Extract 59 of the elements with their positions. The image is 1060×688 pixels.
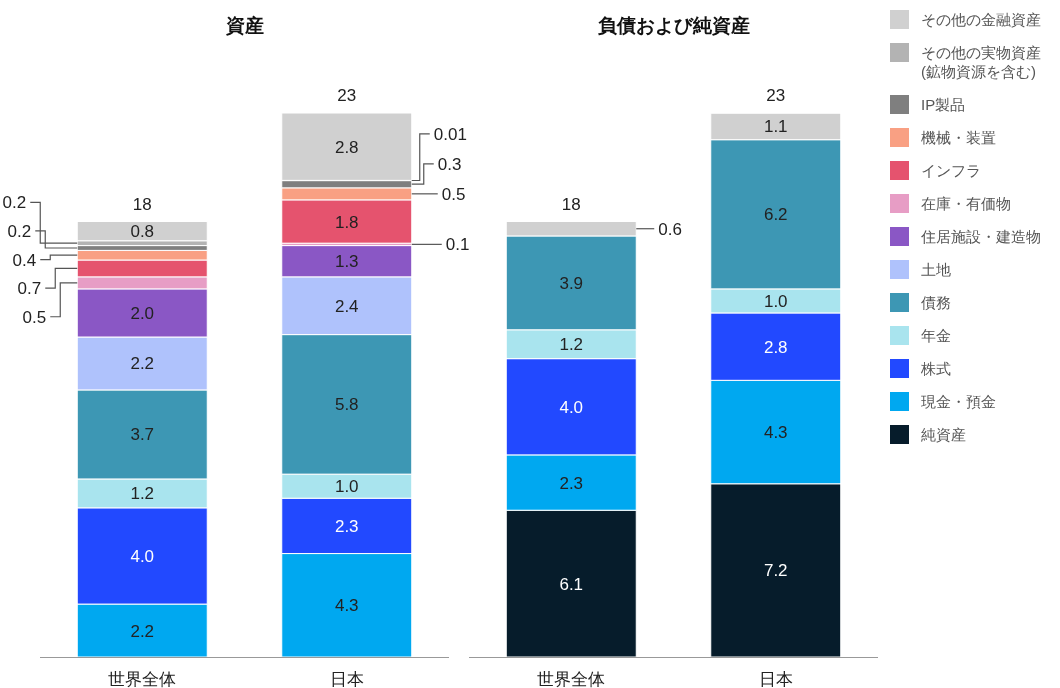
legend-label: 債務 (921, 294, 951, 311)
data-label: 7.2 (763, 561, 788, 581)
data-label: 1.2 (130, 484, 155, 504)
data-label: 0.5 (22, 307, 47, 327)
data-label: 1.1 (763, 117, 788, 137)
legend-label: 株式 (920, 360, 951, 377)
legend-label: その他の実物資産 (鉱物資源を含む) (921, 44, 1041, 80)
data-label: 0.4 (12, 250, 37, 270)
data-label: 3.7 (130, 425, 155, 445)
legend-label: 機械・装置 (921, 129, 996, 146)
chart-title: 資産 (224, 15, 264, 36)
data-label: 0.7 (17, 279, 42, 299)
data-label: 2.3 (559, 473, 584, 493)
data-label: 2.2 (130, 621, 155, 641)
data-label: 0.6 (658, 219, 682, 239)
total-label: 23 (766, 86, 786, 106)
data-label: 2.4 (334, 296, 359, 316)
data-label: 2.0 (130, 303, 155, 323)
legend-label: 年金 (921, 327, 951, 344)
data-label: 2.2 (130, 354, 155, 374)
data-label: 1.3 (334, 252, 359, 272)
data-label: 6.1 (559, 574, 584, 594)
data-label: 0.2 (2, 193, 27, 213)
data-label: 4.3 (763, 423, 788, 443)
data-label: 0.2 (7, 221, 32, 241)
legend-label: 在庫・有価物 (921, 195, 1011, 212)
total-label: 18 (132, 194, 152, 214)
x-tick-label: 日本 (758, 670, 793, 688)
data-label: 1.8 (334, 212, 359, 232)
data-label: 0.8 (130, 222, 155, 242)
chart-title: 負債および純資産 (597, 15, 750, 36)
legend-label: その他の金融資産 (921, 11, 1041, 28)
legend-label: 現金・預金 (921, 393, 996, 410)
data-label: 1.0 (334, 477, 359, 497)
data-label: 0.5 (441, 184, 466, 204)
data-label: 0.3 (437, 154, 462, 174)
legend-label: インフラ (921, 162, 981, 179)
x-tick-label: 世界全体 (108, 670, 177, 688)
data-label: 2.3 (334, 516, 359, 536)
data-label: 2.8 (334, 137, 359, 157)
data-label: 1.2 (559, 335, 584, 355)
data-label: 0.01 (433, 124, 467, 144)
legend-label: 純資産 (921, 426, 966, 443)
data-label: 6.2 (763, 205, 788, 225)
legend-label: 住居施設・建造物 (920, 228, 1041, 245)
data-label: 3.9 (559, 273, 584, 293)
data-label: 0.1 (445, 235, 470, 255)
legend-label: 土地 (921, 261, 951, 278)
x-tick-label: 日本 (329, 670, 364, 688)
total-label: 23 (337, 86, 357, 105)
data-label: 4.3 (334, 596, 359, 616)
data-label: 4.0 (130, 546, 155, 566)
data-label: 4.0 (559, 397, 584, 417)
data-label: 5.8 (334, 395, 359, 415)
data-label: 2.8 (763, 337, 788, 357)
data-label: 1.0 (763, 291, 788, 311)
legend-label: IP製品 (921, 96, 966, 113)
total-label: 18 (561, 194, 581, 214)
x-tick-label: 世界全体 (537, 670, 606, 688)
